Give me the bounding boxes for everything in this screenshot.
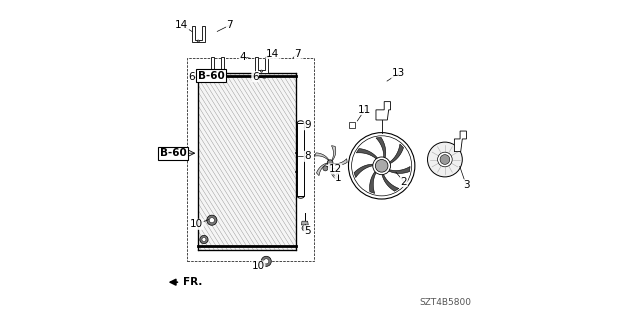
Text: FR.: FR.	[184, 277, 203, 287]
Polygon shape	[386, 167, 410, 174]
Text: 6: 6	[252, 72, 259, 82]
Polygon shape	[376, 137, 386, 161]
Circle shape	[351, 136, 412, 196]
Circle shape	[323, 166, 328, 171]
Text: 7: 7	[294, 48, 301, 59]
Circle shape	[197, 40, 200, 42]
Text: 2: 2	[401, 177, 407, 187]
Circle shape	[428, 142, 462, 177]
Polygon shape	[332, 159, 347, 165]
Circle shape	[440, 155, 450, 164]
Polygon shape	[330, 165, 339, 179]
Text: 3: 3	[463, 180, 469, 190]
Circle shape	[216, 70, 218, 72]
Polygon shape	[198, 72, 296, 250]
Text: 10: 10	[252, 261, 265, 271]
Polygon shape	[349, 122, 355, 128]
Circle shape	[260, 70, 262, 72]
Text: B-60: B-60	[198, 71, 224, 81]
Text: 10: 10	[190, 219, 204, 229]
Text: 6: 6	[189, 72, 195, 82]
Circle shape	[264, 259, 269, 264]
FancyArrowPatch shape	[170, 279, 177, 285]
Circle shape	[373, 157, 390, 175]
Text: 14: 14	[266, 48, 279, 59]
Text: SZT4B5800: SZT4B5800	[420, 298, 472, 307]
Polygon shape	[301, 221, 308, 225]
Text: 1: 1	[335, 174, 342, 183]
Polygon shape	[454, 131, 467, 152]
Circle shape	[202, 76, 206, 80]
Circle shape	[209, 218, 214, 223]
Circle shape	[200, 235, 208, 244]
Polygon shape	[356, 149, 380, 161]
Circle shape	[200, 74, 208, 82]
Text: 7: 7	[227, 20, 233, 30]
Polygon shape	[381, 171, 399, 191]
Polygon shape	[297, 123, 304, 196]
Text: 11: 11	[358, 105, 372, 115]
Circle shape	[438, 152, 452, 167]
Polygon shape	[370, 169, 378, 193]
Polygon shape	[354, 164, 376, 178]
Polygon shape	[332, 146, 336, 161]
Circle shape	[207, 215, 217, 225]
Polygon shape	[376, 102, 390, 120]
Circle shape	[375, 160, 388, 172]
Polygon shape	[255, 57, 268, 72]
Text: 8: 8	[304, 151, 310, 161]
Polygon shape	[316, 163, 328, 176]
Circle shape	[202, 238, 206, 241]
Text: 13: 13	[392, 69, 405, 78]
Circle shape	[302, 225, 308, 231]
Text: 14: 14	[175, 20, 188, 30]
Polygon shape	[387, 144, 404, 165]
Polygon shape	[314, 153, 329, 161]
Polygon shape	[192, 26, 205, 42]
Text: 9: 9	[304, 120, 310, 130]
Polygon shape	[211, 57, 223, 72]
Text: 12: 12	[328, 164, 342, 174]
Text: B-60: B-60	[159, 148, 186, 158]
Text: 5: 5	[304, 226, 310, 236]
Circle shape	[261, 256, 271, 266]
Circle shape	[327, 160, 333, 166]
Text: 4: 4	[239, 52, 246, 62]
